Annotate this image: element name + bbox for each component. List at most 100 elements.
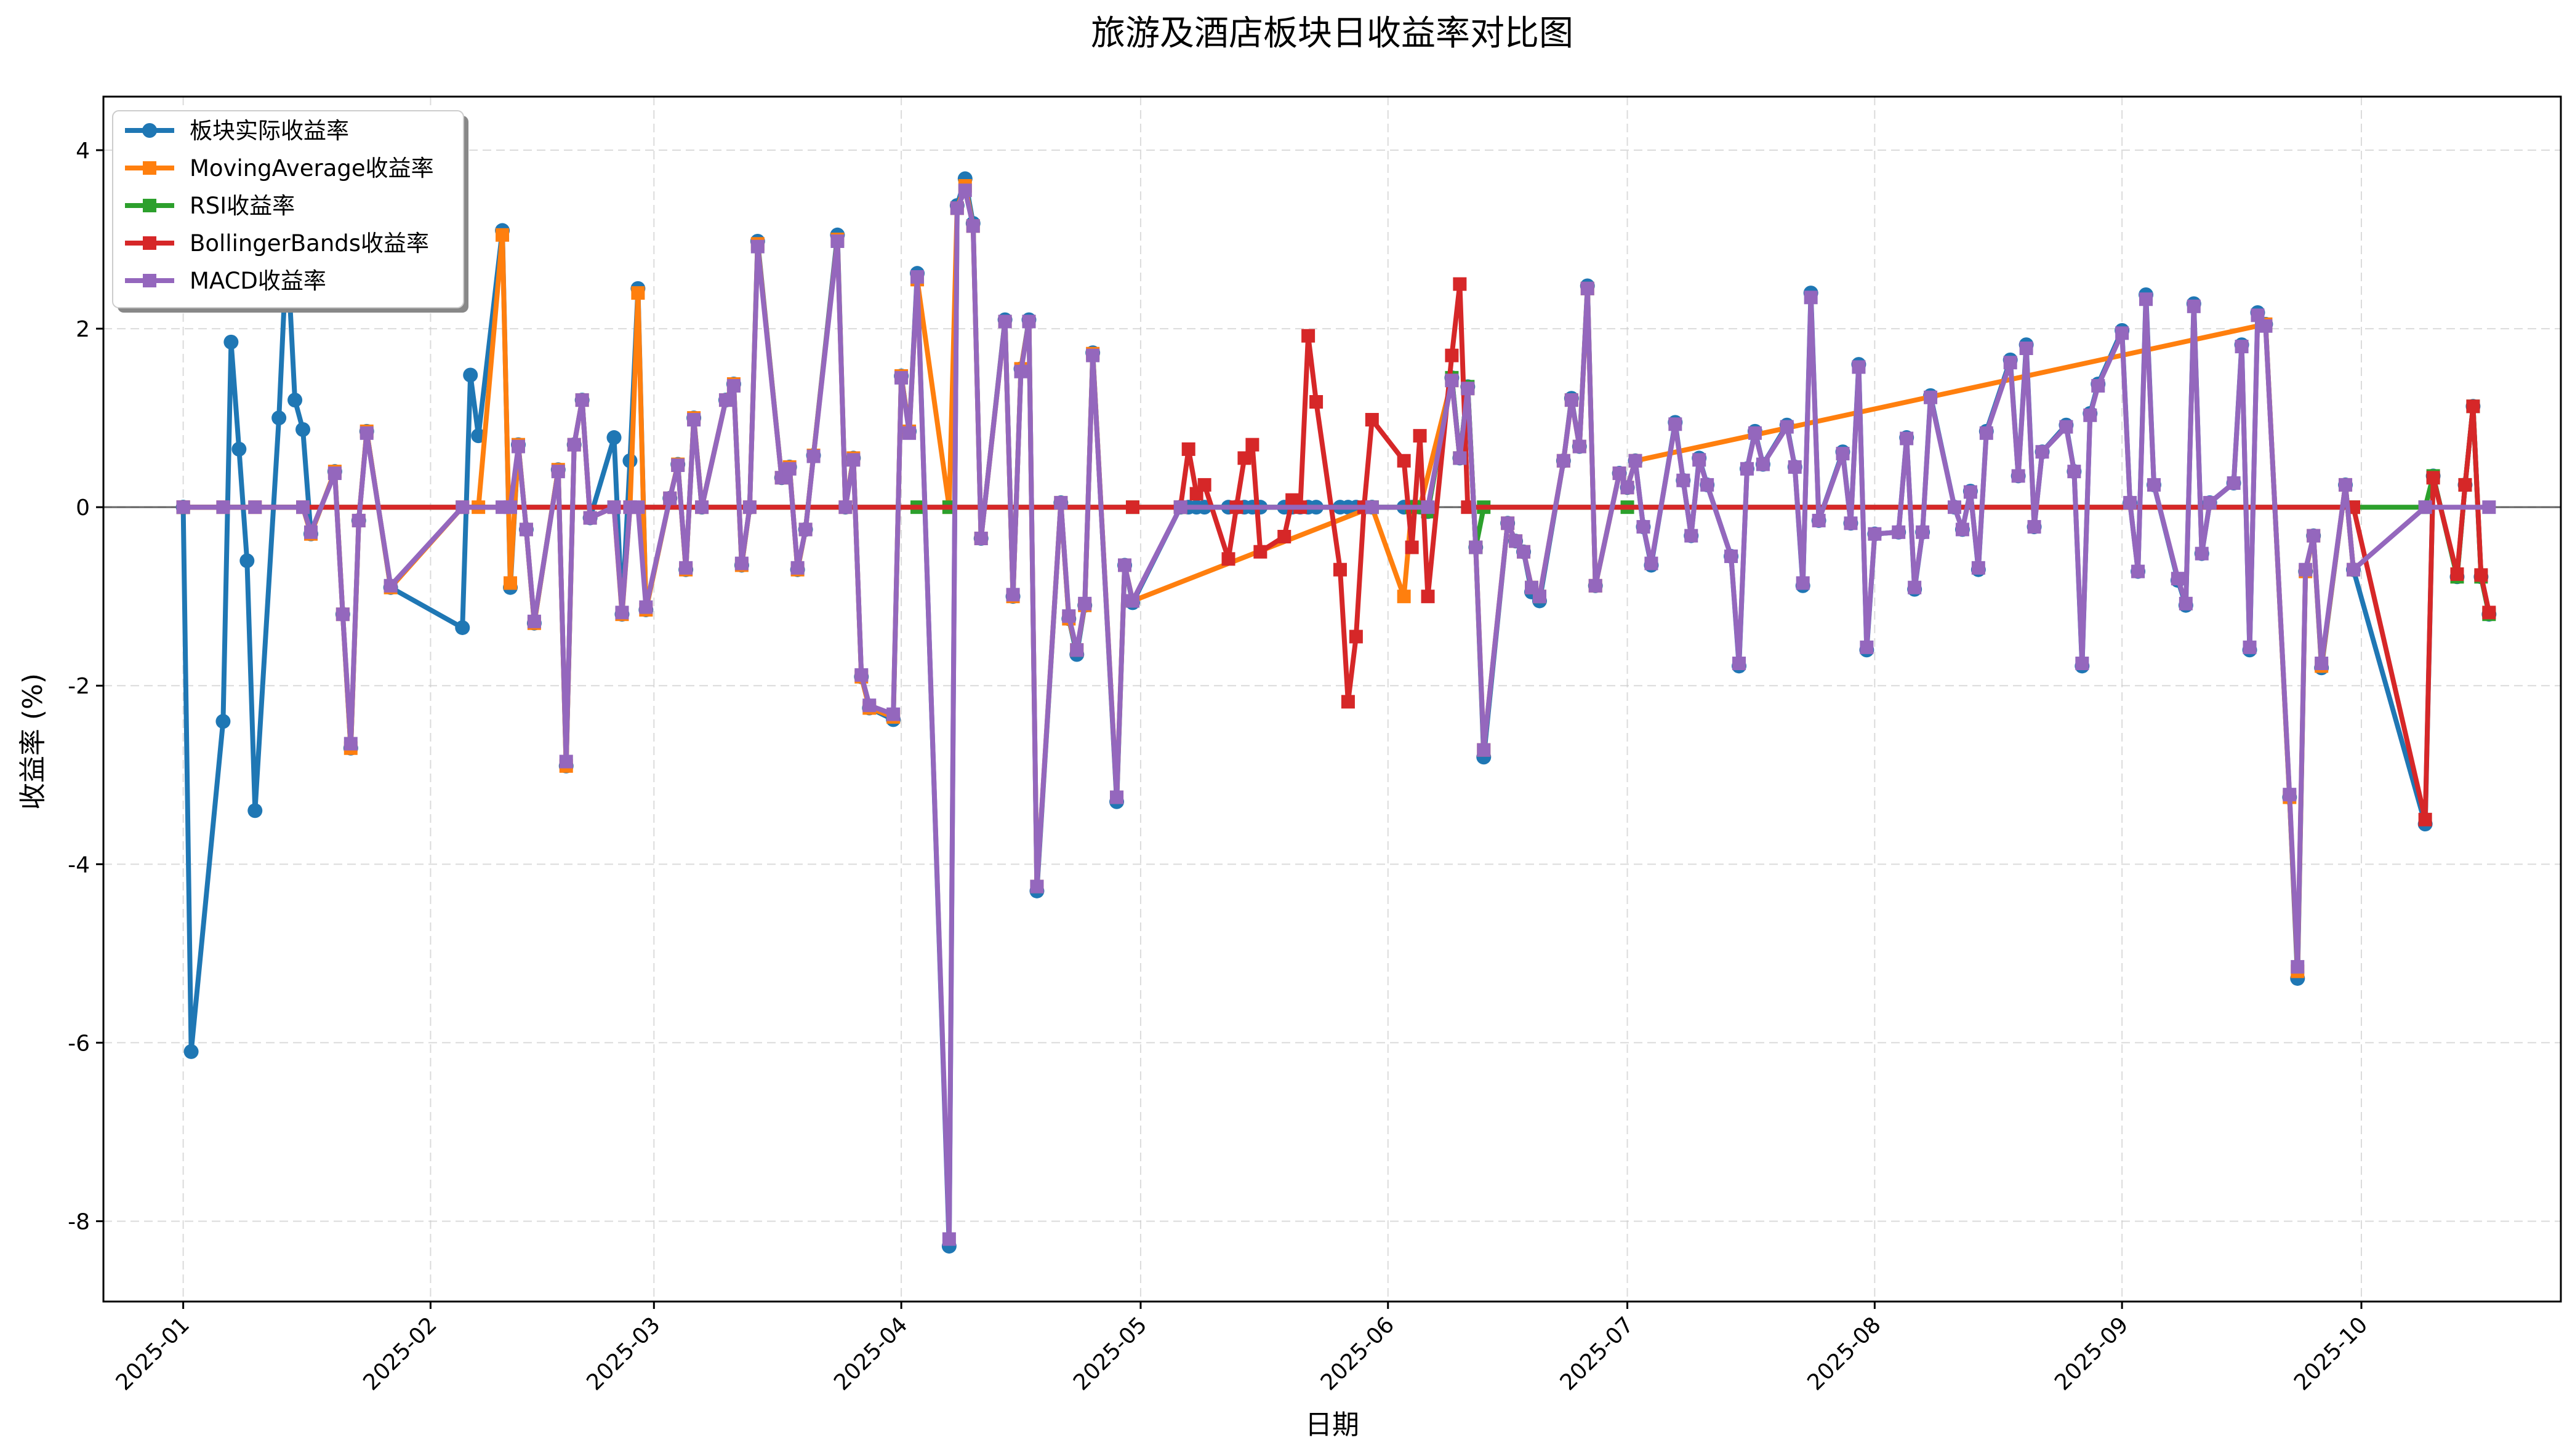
data-point xyxy=(615,606,629,620)
plot-area-frame xyxy=(102,95,2562,1303)
data-point xyxy=(1349,630,1363,644)
data-point xyxy=(511,439,525,454)
legend-label: BollingerBands收益率 xyxy=(190,230,429,257)
y-tick-label: -6 xyxy=(68,1031,90,1056)
data-point xyxy=(384,578,398,593)
data-point xyxy=(1453,451,1467,465)
legend-label: 板块实际收益率 xyxy=(190,118,349,144)
data-point xyxy=(271,410,287,426)
data-point xyxy=(456,500,470,514)
data-point xyxy=(806,449,821,463)
chart-title: 旅游及酒店板块日收益率对比图 xyxy=(1091,14,1573,54)
series-line xyxy=(180,188,2492,1242)
data-point xyxy=(583,511,597,525)
data-point xyxy=(1301,329,1316,343)
data-point xyxy=(1788,460,1802,474)
data-point xyxy=(1532,590,1546,604)
data-point xyxy=(1668,417,1682,431)
data-point xyxy=(742,500,757,514)
data-point xyxy=(631,500,645,514)
data-point xyxy=(1445,348,1459,362)
data-point xyxy=(2315,656,2329,670)
data-point xyxy=(1253,545,1267,559)
data-point xyxy=(902,426,917,440)
data-point xyxy=(663,491,677,505)
data-point xyxy=(2035,445,2049,459)
data-point xyxy=(2083,408,2097,422)
data-point xyxy=(1580,281,1594,295)
data-point xyxy=(2450,567,2464,581)
data-point xyxy=(854,668,869,682)
data-point xyxy=(1740,462,1754,476)
data-point xyxy=(1804,290,1818,305)
data-point xyxy=(360,426,374,440)
data-point xyxy=(1086,348,1100,362)
data-point xyxy=(1700,478,1714,492)
legend-marker xyxy=(143,161,156,175)
y-tick-label: -8 xyxy=(68,1209,90,1234)
data-point xyxy=(1780,420,1794,434)
data-point xyxy=(1221,552,1235,566)
data-point xyxy=(1955,522,1969,537)
data-point xyxy=(559,754,573,769)
data-point xyxy=(1509,534,1523,548)
data-point xyxy=(1030,879,1044,894)
data-point xyxy=(2227,476,2241,490)
data-point xyxy=(2251,308,2265,322)
series-4 xyxy=(176,277,2496,826)
data-point xyxy=(1365,500,1379,514)
data-point xyxy=(2482,606,2496,620)
data-point xyxy=(1445,374,1459,388)
data-point xyxy=(631,286,645,300)
data-point xyxy=(1756,457,1770,471)
data-point xyxy=(1812,513,1826,527)
data-point xyxy=(2003,356,2017,370)
data-point xyxy=(726,378,741,393)
legend-marker xyxy=(143,274,156,287)
data-point xyxy=(295,422,311,437)
data-point xyxy=(886,707,901,721)
data-point xyxy=(1620,481,1634,495)
data-point xyxy=(782,462,797,476)
data-point xyxy=(1517,545,1531,559)
data-point xyxy=(1118,558,1132,572)
series-line xyxy=(180,281,2492,822)
data-point xyxy=(1110,790,1124,804)
data-point xyxy=(1125,594,1139,608)
grid xyxy=(103,97,2561,1302)
data-point xyxy=(455,620,470,635)
data-point xyxy=(1900,431,1914,446)
data-point xyxy=(2339,478,2353,492)
data-point xyxy=(734,556,749,570)
data-point xyxy=(2067,465,2081,479)
data-point xyxy=(287,393,303,408)
data-point xyxy=(1588,578,1602,593)
data-point xyxy=(575,393,589,407)
y-axis: -8 -6 -4 -2 0 2 4 xyxy=(68,138,103,1234)
data-point xyxy=(1636,520,1650,534)
data-point xyxy=(1644,556,1658,570)
data-point xyxy=(2458,478,2472,492)
legend-label: RSI收益率 xyxy=(190,193,295,219)
data-point xyxy=(2418,812,2432,826)
data-point xyxy=(504,576,518,590)
data-point xyxy=(1078,596,1092,610)
data-point xyxy=(2243,640,2257,654)
data-point xyxy=(2059,420,2073,434)
y-axis-label: 收益率 (%) xyxy=(17,673,49,810)
data-point xyxy=(1413,429,1427,443)
data-point xyxy=(2027,520,2041,534)
data-point xyxy=(231,441,247,457)
data-point xyxy=(343,737,358,751)
data-point xyxy=(2123,495,2137,510)
data-point xyxy=(496,228,510,242)
data-point xyxy=(1014,364,1028,378)
data-point xyxy=(1860,640,1874,654)
data-point xyxy=(2347,562,2361,577)
data-point xyxy=(2418,500,2432,514)
data-point xyxy=(1836,447,1850,461)
data-point xyxy=(1341,695,1355,709)
data-point xyxy=(1676,473,1690,487)
data-point xyxy=(894,370,909,385)
